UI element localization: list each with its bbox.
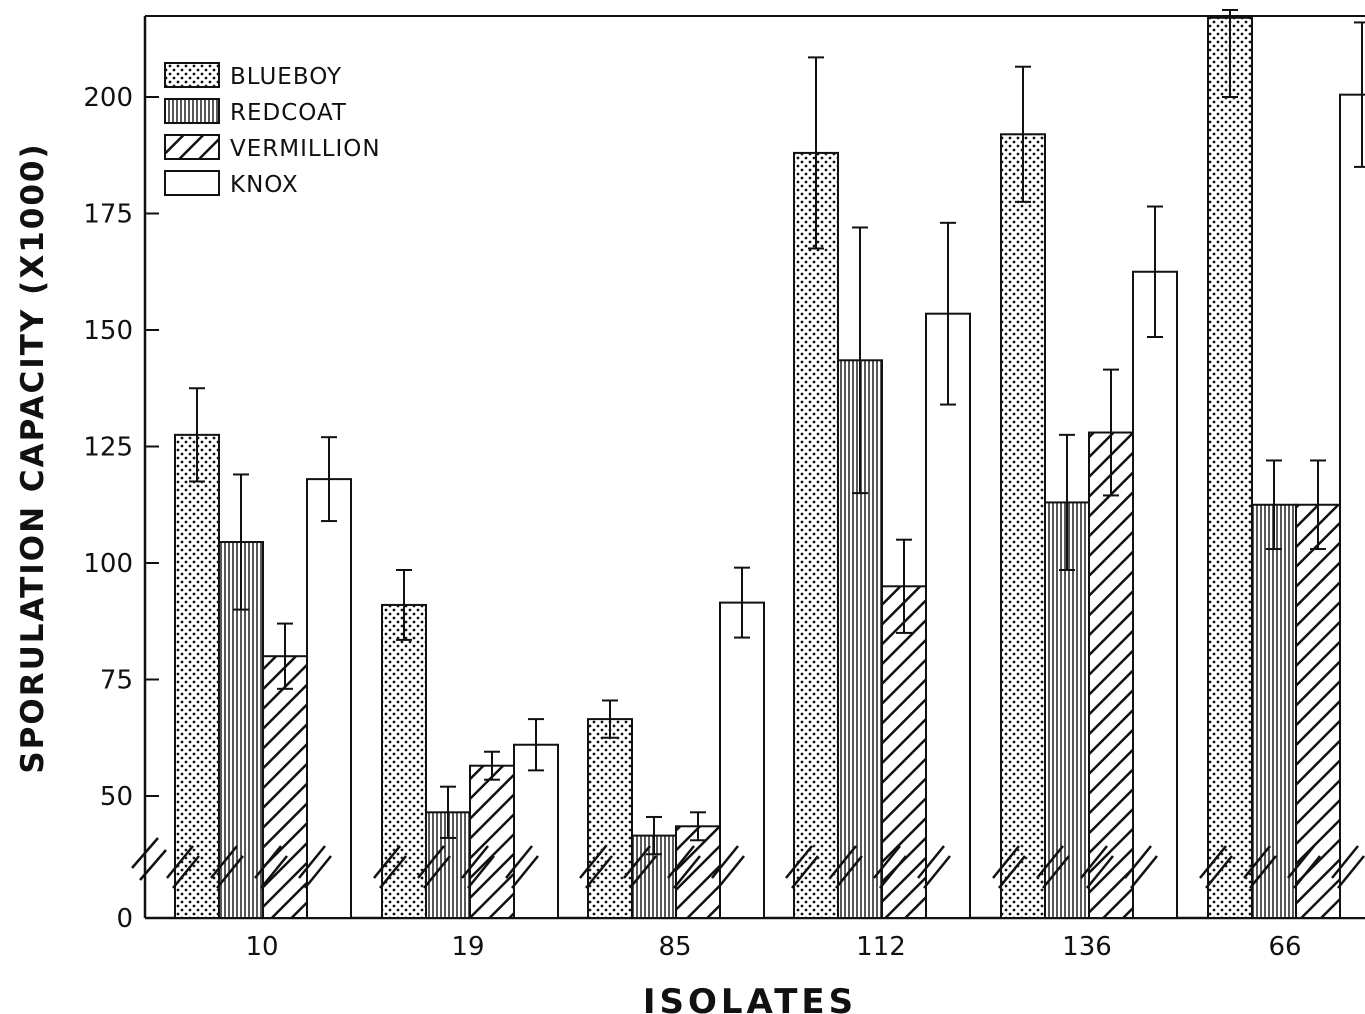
legend-swatch: [164, 98, 220, 124]
bars-group: [166, 9, 1365, 920]
legend-swatch: [164, 62, 220, 88]
bar-break-mark: [623, 845, 657, 889]
legend-label: VERMILLION: [230, 136, 381, 162]
x-tick-label-19: 19: [451, 932, 484, 962]
bar-group-136: [992, 65, 1178, 919]
bar-group-10: [166, 387, 352, 920]
legend: BLUEBOY REDCOAT VERMILLION KNOX: [164, 62, 381, 198]
bar-break-mark: [917, 845, 951, 889]
bar-vermillion-136: [1088, 431, 1134, 919]
legend-item-knox: KNOX: [164, 170, 299, 198]
y-axis-break-mark: [131, 837, 167, 881]
bar-break-mark: [298, 845, 332, 889]
bar-knox-66: [1339, 93, 1365, 920]
bar-group-66: [1199, 9, 1365, 920]
bar-vermillion-66: [1295, 503, 1341, 919]
bar-break-mark: [873, 845, 907, 889]
y-tick-label: 100: [83, 549, 133, 579]
legend-swatch: [164, 134, 220, 160]
bar-break-mark: [711, 845, 745, 889]
bar-break-mark: [417, 845, 451, 889]
bar-break-mark: [785, 845, 819, 889]
bar-redcoat-66: [1251, 503, 1297, 919]
bar-blueboy-19: [381, 603, 427, 919]
bar-break-mark: [667, 845, 701, 889]
bar-blueboy-85: [587, 718, 633, 919]
bar-break-mark: [505, 845, 539, 889]
x-axis: 10 19 85 112 136 66: [245, 932, 1301, 962]
bar-break-mark: [992, 845, 1026, 889]
bar-break-mark: [210, 845, 244, 889]
x-tick-label-85: 85: [658, 932, 691, 962]
bar-break-mark: [1124, 845, 1158, 889]
legend-item-redcoat: REDCOAT: [164, 98, 347, 126]
bar-group-85: [579, 566, 765, 919]
legend-item-blueboy: BLUEBOY: [164, 62, 342, 90]
bar-redcoat-136: [1044, 501, 1090, 919]
bar-vermillion-19: [469, 764, 515, 920]
bar-vermillion-112: [881, 585, 927, 919]
y-tick-label: 75: [100, 666, 133, 696]
bar-break-mark: [579, 845, 613, 889]
y-axis: 0 50 75 100 125 150 175 200: [83, 83, 167, 934]
y-tick-label: 150: [83, 316, 133, 346]
bar-break-mark: [461, 845, 495, 889]
bar-break-mark: [829, 845, 863, 889]
bar-knox-10: [306, 478, 352, 919]
bar-blueboy-136: [1000, 133, 1046, 919]
bar-break-mark: [1036, 845, 1070, 889]
legend-label: REDCOAT: [230, 100, 347, 126]
bar-group-19: [373, 568, 559, 920]
bar-break-mark: [1080, 845, 1114, 889]
legend-label: BLUEBOY: [230, 64, 342, 90]
bar-knox-85: [719, 601, 765, 919]
legend-label: KNOX: [230, 172, 299, 198]
x-tick-label-112: 112: [856, 932, 906, 962]
bar-break-mark: [1243, 845, 1277, 889]
x-tick-label-66: 66: [1268, 932, 1301, 962]
y-tick-label: 200: [83, 83, 133, 113]
x-tick-label-10: 10: [245, 932, 278, 962]
y-tick-label: 0: [116, 904, 133, 934]
bar-break-mark: [254, 845, 288, 889]
bar-knox-112: [925, 312, 971, 919]
bar-break-mark: [1331, 845, 1365, 889]
legend-swatch: [164, 170, 220, 196]
y-axis-title: SPORULATION CAPACITY (X1000): [15, 142, 51, 773]
bar-knox-136: [1132, 270, 1178, 919]
bar-break-mark: [166, 845, 200, 889]
y-tick-label: 125: [83, 433, 133, 463]
legend-item-vermillion: VERMILLION: [164, 134, 381, 162]
x-axis-title: ISOLATES: [643, 982, 857, 1014]
bar-break-mark: [373, 845, 407, 889]
bar-group-112: [785, 56, 971, 920]
x-tick-label-136: 136: [1062, 932, 1112, 962]
bar-blueboy-10: [174, 433, 220, 919]
bar-blueboy-66: [1207, 16, 1253, 919]
y-tick-label: 50: [100, 782, 133, 812]
bar-break-mark: [1199, 845, 1233, 889]
bar-knox-19: [513, 743, 559, 919]
bar-break-mark: [1287, 845, 1321, 889]
bar-blueboy-112: [793, 151, 839, 920]
y-tick-label: 175: [83, 200, 133, 230]
